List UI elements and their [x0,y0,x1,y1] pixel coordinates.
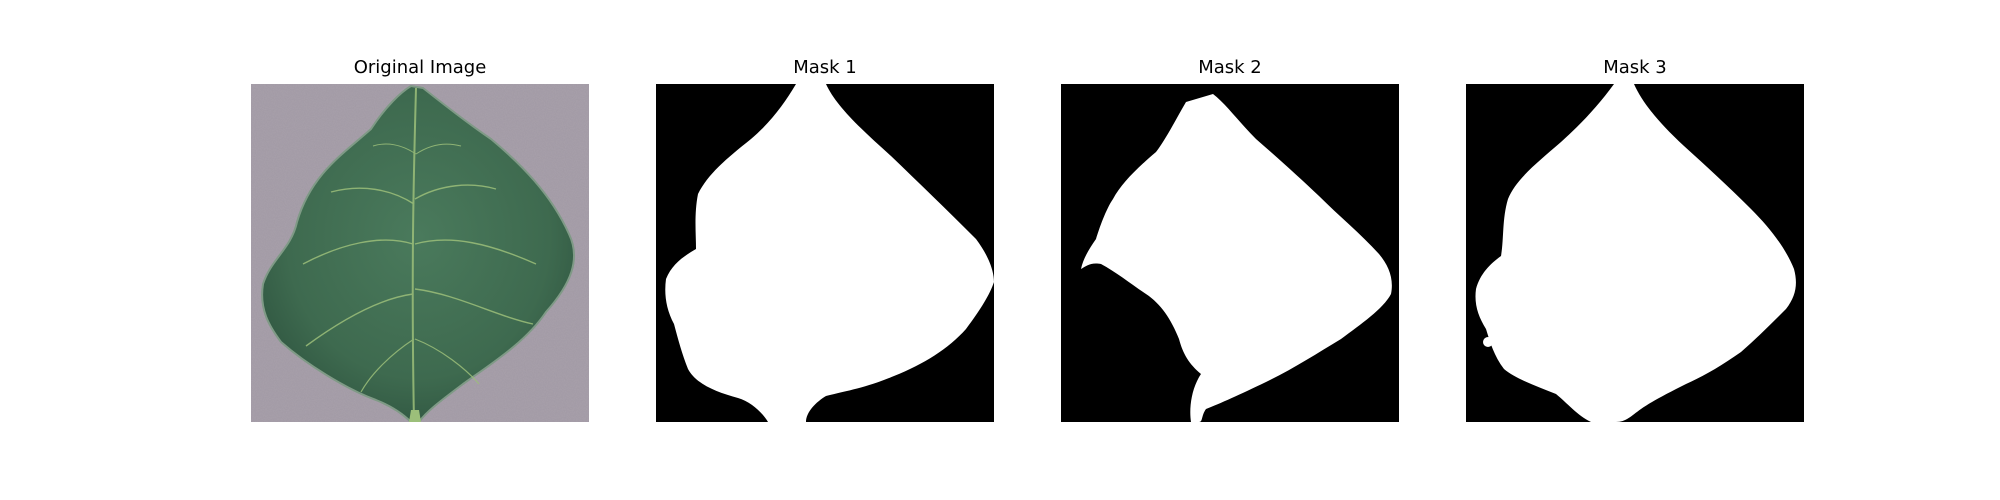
panel-title: Original Image [353,57,487,78]
panel-original-image: Original Image [251,55,589,423]
original-leaf-photo [251,84,589,422]
mask-2-image [1061,84,1399,422]
mask-1-image [656,84,994,422]
mask-1-foreground [665,84,994,422]
panel-mask-3: Mask 3 [1466,55,1804,423]
panel-mask-1: Mask 1 [656,55,994,423]
leaf-stem [409,410,421,422]
leaf-shape [261,84,576,422]
mask-3-foreground [1475,84,1796,422]
leaf-veins [302,87,537,422]
panel-title: Mask 2 [1198,57,1262,78]
panel-mask-2: Mask 2 [1061,55,1399,423]
panel-title: Mask 3 [1603,57,1667,78]
mask-2-foreground [1081,94,1392,422]
mask-3-image [1466,84,1804,422]
panel-title: Mask 1 [793,57,857,78]
mask-3-blob [1483,337,1493,347]
